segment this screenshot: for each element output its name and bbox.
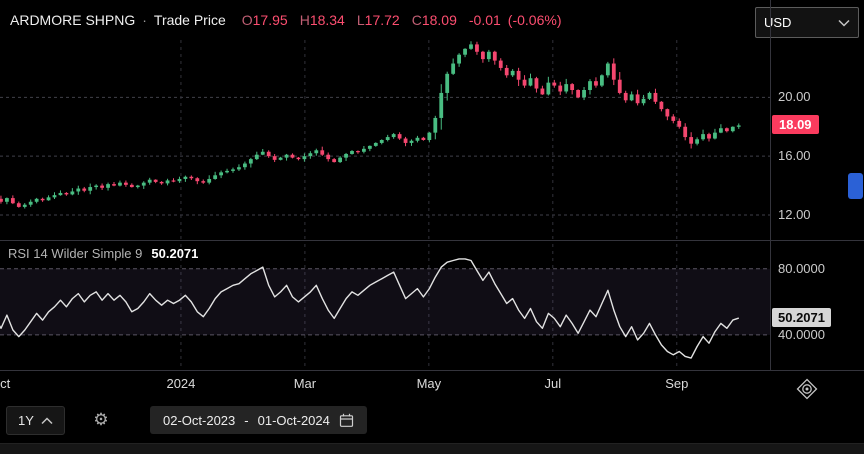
chevron-down-icon bbox=[838, 19, 850, 27]
time-axis-label: Jul bbox=[544, 376, 562, 391]
axis-scroll-handle[interactable] bbox=[848, 173, 863, 199]
time-axis-label: Mar bbox=[293, 376, 317, 391]
range-label: 1Y bbox=[18, 413, 34, 428]
close-value: C18.09 bbox=[411, 12, 457, 28]
time-axis-label: 2024 bbox=[166, 376, 196, 391]
date-to: 01-Oct-2024 bbox=[257, 412, 330, 428]
settings-gear-icon[interactable]: ⚙ bbox=[86, 405, 116, 435]
diamond-eye-icon bbox=[796, 378, 818, 400]
date-from: 02-Oct-2023 bbox=[163, 412, 236, 428]
chart-header: ARDMORE SHPNG · Trade Price O17.95 H18.3… bbox=[0, 0, 768, 40]
tracker-icon[interactable] bbox=[795, 377, 819, 401]
high-value: H18.34 bbox=[299, 12, 345, 28]
security-name: ARDMORE SHPNG bbox=[10, 12, 136, 28]
rsi-chart[interactable] bbox=[0, 244, 770, 368]
net-change: -0.01 bbox=[468, 12, 501, 28]
xaxis-divider bbox=[0, 370, 864, 371]
time-axis-label: May bbox=[416, 376, 442, 391]
chevron-up-icon bbox=[41, 416, 53, 424]
rsi-study-label: RSI 14 Wilder Simple 9 50.2071 bbox=[8, 246, 199, 261]
window-bottom-strip bbox=[0, 443, 864, 454]
rsi-axis-label: 40.0000 bbox=[778, 326, 825, 342]
rsi-current-badge: 50.2071 bbox=[772, 308, 831, 328]
panel-divider bbox=[0, 240, 864, 241]
last-price-badge: 18.09 bbox=[772, 115, 819, 135]
time-axis: Oct 2024 Mar May Jul Sep bbox=[0, 376, 770, 396]
date-range-picker[interactable]: 02-Oct-2023 - 01-Oct-2024 bbox=[150, 406, 367, 434]
price-axis-label: 12.00 bbox=[778, 207, 811, 222]
price-axis-label: 20.00 bbox=[778, 89, 811, 105]
title-separator: · bbox=[142, 12, 147, 28]
open-value: O17.95 bbox=[241, 12, 288, 28]
price-axis-label: 16.00 bbox=[778, 148, 811, 164]
calendar-icon bbox=[339, 413, 353, 427]
currency-value: USD bbox=[764, 15, 792, 30]
time-axis-label: Sep bbox=[665, 376, 689, 391]
price-candlestick-chart[interactable] bbox=[0, 40, 770, 240]
rsi-study-value: 50.2071 bbox=[151, 246, 199, 261]
price-source-label: Trade Price bbox=[153, 12, 226, 28]
axis-separator-line bbox=[770, 0, 771, 371]
low-value: L17.72 bbox=[356, 12, 400, 28]
bottom-toolbar: 1Y ⚙ 02-Oct-2023 - 01-Oct-2024 bbox=[0, 402, 864, 440]
percent-change: (-0.06%) bbox=[507, 12, 562, 28]
rsi-axis-label: 80.0000 bbox=[778, 260, 825, 276]
time-axis-label: Oct bbox=[0, 376, 11, 391]
range-selector-button[interactable]: 1Y bbox=[6, 406, 65, 435]
date-range-separator: - bbox=[244, 412, 249, 428]
